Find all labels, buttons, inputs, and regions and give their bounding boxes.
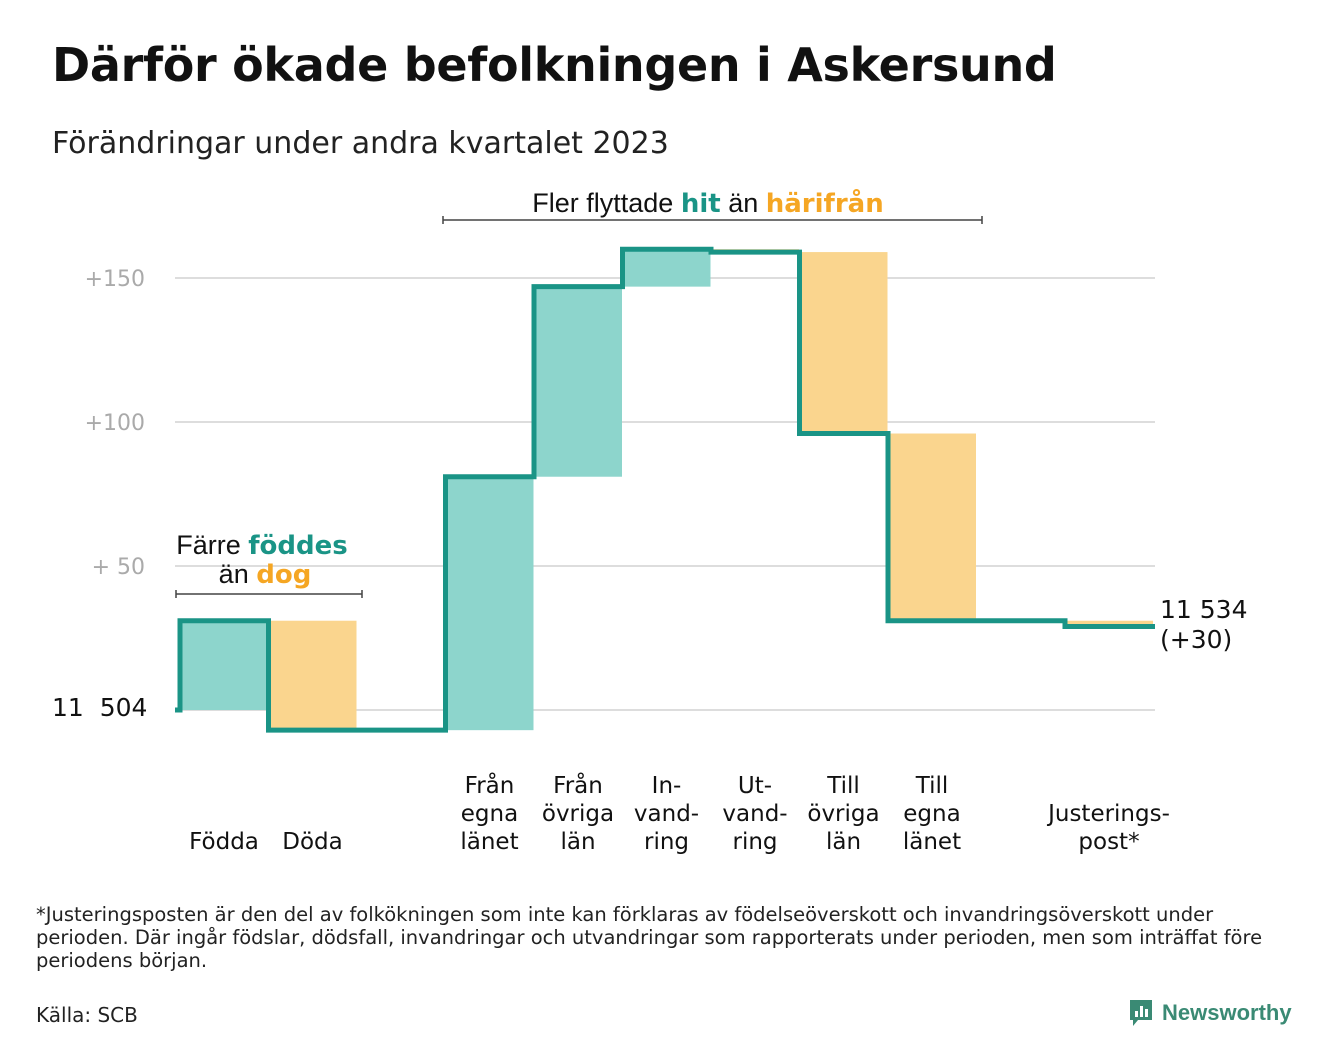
svg-text:Färre föddes: Färre föddes — [176, 530, 348, 561]
y-tick-label: +150 — [85, 267, 145, 292]
waterfall-bar — [445, 476, 534, 731]
x-tick-label: Från — [465, 771, 515, 799]
waterfall-chart: +150+100+ 50 Födda DödaFrånegnalänetFrånö… — [52, 187, 1247, 855]
chart-title: Därför ökade befolkningen i Askersund — [52, 38, 1057, 92]
x-tick-label: vand- — [722, 801, 787, 827]
step-line — [175, 246, 1155, 733]
x-tick-label: Ut- — [738, 773, 772, 799]
y-tick-label: + 50 — [92, 555, 145, 580]
x-tick-label: Födda — [189, 829, 259, 855]
x-tick-label: ring — [644, 829, 689, 855]
waterfall-bar — [180, 620, 268, 710]
newsworthy-logo-text: Newsworthy — [1162, 1000, 1292, 1025]
y-tick-labels: +150 +100 + 50 — [85, 267, 145, 580]
end-value-label: 11 534 — [1160, 595, 1247, 624]
newsworthy-logo: Newsworthy — [1128, 998, 1292, 1028]
x-tick-label: egna — [461, 801, 518, 827]
migration-annotation-prefix: Fler flyttade — [532, 188, 681, 218]
deaths-annotation-prefix: än — [219, 559, 257, 589]
x-tick-label: In- — [652, 773, 682, 799]
x-tick-label: Döda — [282, 829, 342, 855]
waterfall-bar — [1065, 620, 1153, 627]
x-tick-label: ring — [732, 829, 777, 855]
x-tick-label: egna — [903, 801, 960, 827]
x-tick-label: länet — [460, 829, 518, 855]
cumulative-step-line — [175, 246, 1155, 733]
births-annotation-bracket — [175, 590, 363, 598]
bars — [180, 249, 1153, 731]
x-tick-label: länet — [903, 829, 961, 855]
x-tick-label: post* — [1078, 829, 1139, 855]
deaths-annotation-highlight: dog — [256, 560, 311, 590]
end-change-label: (+30) — [1160, 625, 1232, 654]
y-tick-label: +100 — [85, 411, 145, 436]
x-tick-label: övriga — [807, 801, 879, 827]
births-annotation-prefix: Färre — [176, 530, 248, 560]
footnote: *Justeringsposten är den del av folkökni… — [36, 903, 1263, 972]
waterfall-bar — [534, 286, 622, 477]
migration-annotation-middle: än — [721, 188, 766, 218]
migration-annotation-highlight-harifran: härifrån — [766, 187, 884, 219]
x-tick-label: län — [826, 829, 861, 855]
newsworthy-logo-icon — [1130, 1000, 1152, 1026]
x-tick-label: vand- — [634, 801, 699, 827]
migration-annotation: Fler flyttade hit än härifrån — [442, 187, 983, 224]
waterfall-bar — [799, 252, 888, 434]
x-tick-labels: Födda DödaFrånegnalänetFrånövrigalänIn-va… — [189, 771, 1170, 855]
x-tick-label: Till — [915, 773, 949, 799]
x-tick-label: Till — [826, 773, 860, 799]
svg-text:Fler flyttade hit än härifrån: Fler flyttade hit än härifrån — [532, 187, 883, 219]
x-tick-label: län — [560, 829, 595, 855]
x-tick-label: Justerings- — [1046, 801, 1170, 827]
x-tick-label: Från — [553, 771, 603, 799]
chart-subtitle: Förändringar under andra kvartalet 2023 — [52, 126, 669, 161]
migration-annotation-highlight-hit: hit — [681, 189, 721, 219]
migration-annotation-bracket — [442, 216, 983, 224]
births-annotation-highlight: föddes — [248, 531, 348, 561]
waterfall-bar — [888, 433, 976, 621]
source: Källa: SCB — [36, 1003, 138, 1027]
waterfall-bar — [268, 620, 357, 731]
svg-text:än dog: än dog — [219, 559, 312, 590]
waterfall-bar — [622, 249, 711, 287]
start-value-label: 11 504 — [52, 693, 147, 722]
x-tick-label: övriga — [542, 801, 614, 827]
births-annotation: Färre föddes än dog — [175, 530, 363, 598]
